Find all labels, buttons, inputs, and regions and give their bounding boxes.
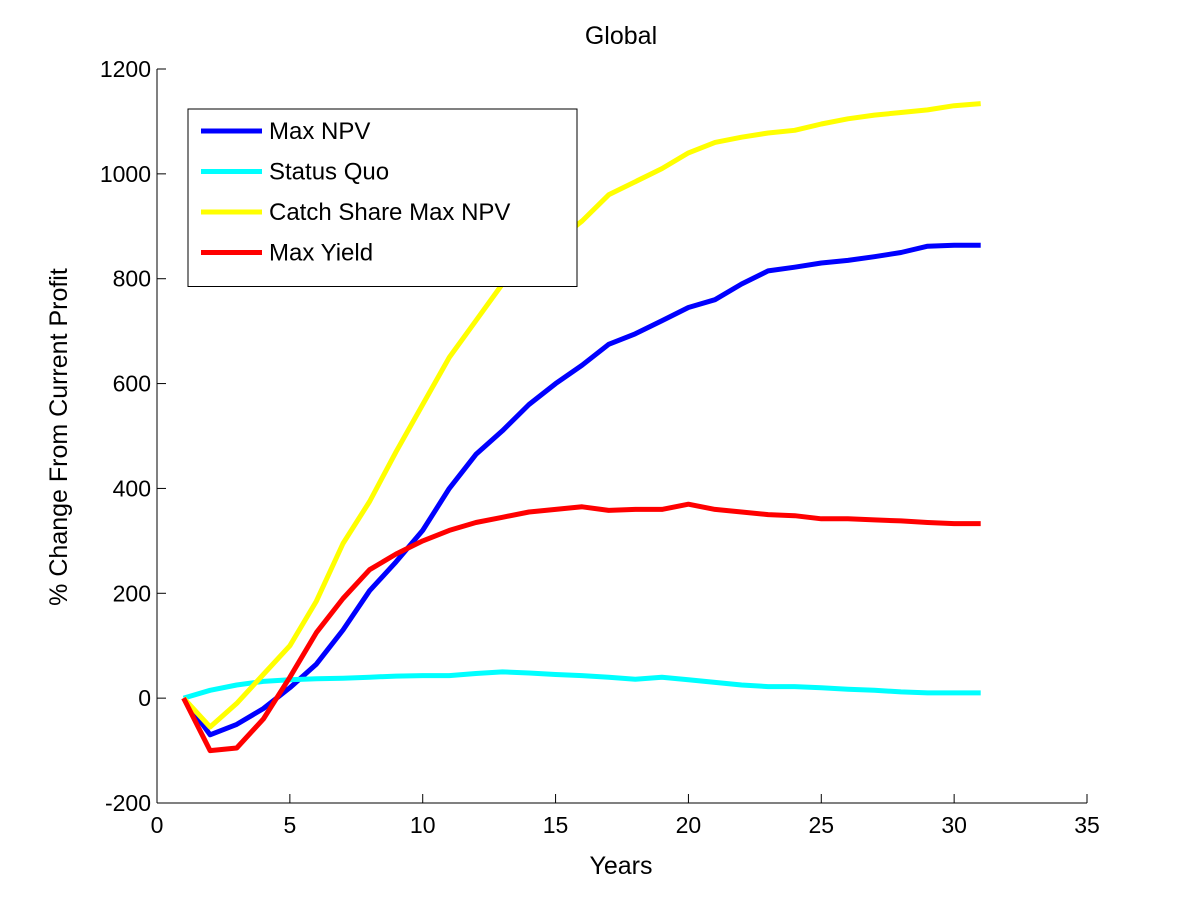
- x-tick-label: 20: [676, 812, 702, 838]
- legend-label-catch-share-max-npv: Catch Share Max NPV: [269, 199, 510, 226]
- x-tick-label: 25: [808, 812, 834, 838]
- y-tick-label: 1000: [100, 161, 151, 187]
- y-tick-label: 1200: [100, 56, 151, 82]
- y-tick-label: 600: [113, 371, 151, 397]
- x-axis-label: Years: [589, 852, 652, 880]
- x-tick-label: 5: [283, 812, 296, 838]
- legend-label-max-yield: Max Yield: [269, 240, 373, 267]
- x-tick-label: 30: [941, 812, 967, 838]
- y-tick-label: 800: [113, 266, 151, 292]
- series-line-max-yield: [181, 501, 981, 754]
- legend-label-max-npv: Max NPV: [269, 118, 370, 145]
- x-tick-label: 10: [410, 812, 436, 838]
- series-line-catch-share-max-npv: [181, 101, 981, 730]
- x-tick-label: 15: [543, 812, 569, 838]
- legend-box: [187, 108, 578, 287]
- y-axis-label: % Change From Current Profit: [45, 268, 73, 606]
- y-tick-label: 0: [138, 685, 151, 711]
- legend-label-status-quo: Status Quo: [269, 159, 389, 186]
- legend: Max NPV Status Quo Catch Share Max NPV Max …: [187, 108, 578, 287]
- chart-title: Global: [585, 22, 657, 50]
- y-tick-label: 400: [113, 475, 151, 501]
- y-tick-label: 200: [113, 580, 151, 606]
- x-tick-label: 35: [1074, 812, 1100, 838]
- series-line-status-quo: [182, 669, 981, 701]
- series-line-max-npv: [181, 242, 981, 738]
- x-tick-label: 0: [151, 812, 164, 838]
- series-lines: [181, 101, 981, 754]
- y-tick-label: -200: [105, 790, 151, 816]
